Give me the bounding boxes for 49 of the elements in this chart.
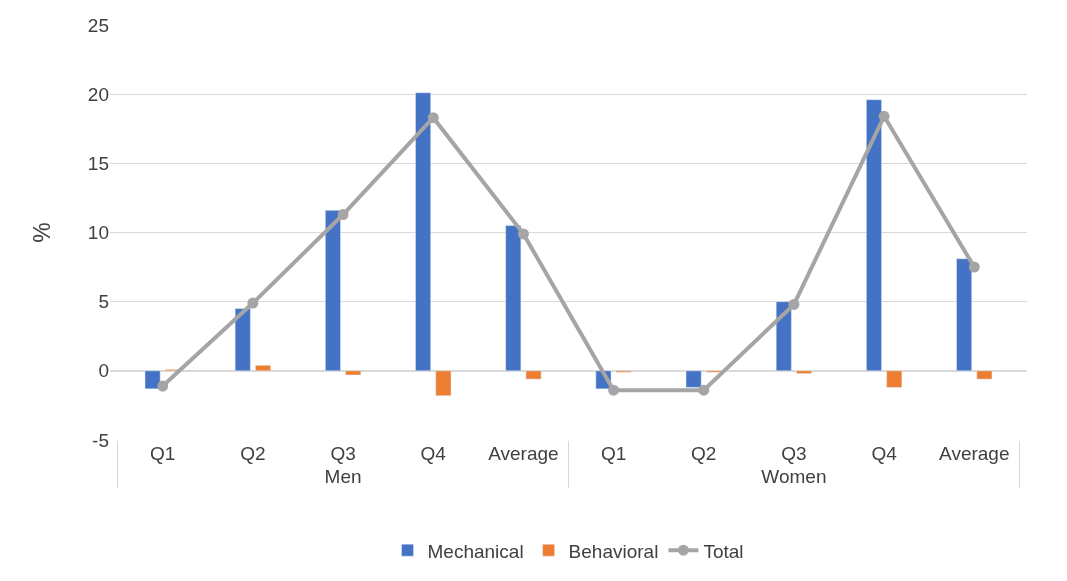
text: Men [324, 466, 362, 487]
point [608, 384, 620, 396]
bar [345, 370, 362, 376]
point [427, 112, 439, 124]
point [698, 384, 710, 396]
y-tick-label: 25 [87, 14, 109, 36]
x-tick-label: Q2 [691, 443, 717, 464]
x-tick-label: Q4 [871, 443, 898, 464]
point [788, 298, 800, 310]
y-tick-label: 15 [87, 152, 109, 174]
x-tick-label: Q1 [600, 443, 627, 464]
y-tick-label: 10 [87, 222, 109, 244]
bar [234, 308, 251, 372]
bar [255, 365, 271, 372]
bar [525, 370, 542, 380]
bar [956, 258, 972, 372]
y-tick-label: 20 [87, 83, 109, 105]
text: Women [761, 466, 827, 487]
point [157, 380, 169, 392]
bar [866, 99, 882, 372]
bar [415, 92, 431, 372]
point [968, 261, 980, 273]
x-tick-label: Q2 [240, 443, 266, 464]
point [337, 209, 349, 221]
bar [775, 301, 792, 372]
y-tick-label: 5 [98, 291, 109, 313]
bar [685, 370, 702, 388]
legend-label: Behavioral [568, 540, 659, 562]
y-tick-label: 0 [98, 360, 109, 382]
bar [505, 225, 522, 372]
point [517, 228, 529, 240]
legend-label: Total [703, 540, 744, 562]
bar [435, 370, 452, 396]
point [247, 297, 259, 309]
x-tick-label: Average [488, 443, 559, 464]
bar [796, 370, 812, 374]
x-tick-label: Average [939, 443, 1010, 464]
bar [325, 210, 341, 372]
x-tick-label: Q1 [150, 443, 176, 464]
bar [886, 370, 903, 388]
bar [144, 370, 161, 390]
x-tick-label: Q3 [330, 443, 356, 464]
legend-label: Mechanical [427, 540, 524, 562]
x-tick-label: Q4 [420, 443, 447, 464]
y-axis-title: % [29, 222, 56, 243]
point [878, 110, 890, 122]
x-tick-label: Q3 [781, 443, 807, 464]
y-tick-label: -5 [92, 429, 109, 451]
bar [976, 370, 993, 380]
